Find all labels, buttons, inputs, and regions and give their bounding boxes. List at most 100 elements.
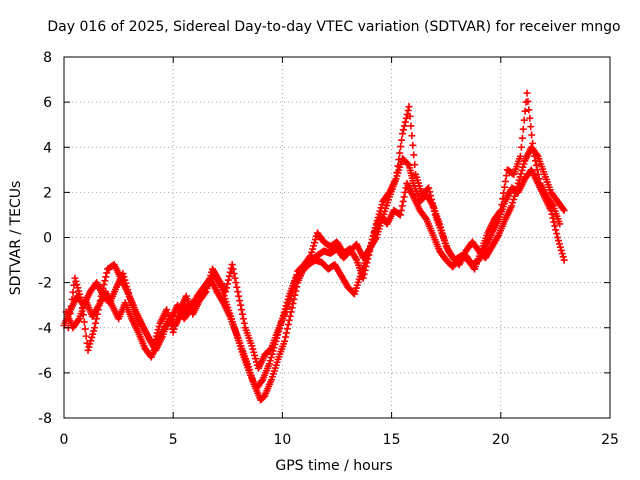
data-point-interp bbox=[398, 136, 406, 144]
data-point bbox=[372, 220, 380, 228]
data-point-interp bbox=[397, 143, 405, 151]
data-point bbox=[222, 288, 230, 296]
data-point-interp bbox=[205, 278, 213, 286]
data-point-interp bbox=[285, 316, 293, 324]
y-tick-label: -2 bbox=[38, 276, 52, 292]
data-point bbox=[366, 247, 374, 255]
data-point-interp bbox=[153, 329, 161, 337]
data-point-interp bbox=[529, 139, 537, 147]
y-tick-label: -6 bbox=[38, 366, 52, 382]
data-point-interp bbox=[238, 310, 246, 318]
data-point-interp bbox=[283, 325, 291, 333]
data-point-interp bbox=[422, 214, 430, 222]
data-point-interp bbox=[90, 327, 98, 335]
data-point bbox=[163, 306, 171, 314]
data-point-interp bbox=[377, 204, 385, 212]
data-point bbox=[307, 252, 315, 260]
data-point-interp bbox=[229, 265, 237, 273]
data-point-interp bbox=[371, 224, 379, 232]
data-point-interp bbox=[150, 339, 158, 347]
data-point bbox=[97, 292, 105, 300]
data-point bbox=[77, 297, 85, 305]
data-point-interp bbox=[406, 112, 414, 120]
data-point-interp bbox=[519, 125, 527, 133]
data-point-interp bbox=[96, 297, 104, 305]
data-point-interp bbox=[92, 319, 100, 327]
data-point-interp bbox=[534, 170, 542, 178]
data-point-interp bbox=[401, 118, 409, 126]
data-point-interp bbox=[151, 335, 159, 343]
data-point-interp bbox=[100, 281, 108, 289]
data-point-interp bbox=[267, 353, 275, 361]
data-point-interp bbox=[557, 246, 565, 254]
data-point-interp bbox=[430, 207, 438, 215]
data-point-interp bbox=[360, 270, 368, 278]
data-point-interp bbox=[499, 195, 507, 203]
data-point-interp bbox=[65, 317, 73, 325]
data-point-interp bbox=[239, 315, 247, 323]
data-point-interp bbox=[79, 311, 87, 319]
data-point bbox=[71, 274, 79, 282]
data-point-interp bbox=[396, 149, 404, 157]
data-point bbox=[150, 342, 158, 350]
data-point-interp bbox=[407, 122, 415, 130]
data-point-interp bbox=[252, 355, 260, 363]
data-point-interp bbox=[501, 177, 509, 185]
y-tick-label: -4 bbox=[38, 321, 52, 337]
data-point bbox=[392, 175, 400, 183]
x-tick-label: 25 bbox=[601, 432, 619, 448]
data-point-interp bbox=[530, 152, 538, 160]
data-point-interp bbox=[520, 116, 528, 124]
data-point-interp bbox=[289, 285, 297, 293]
series-track-c bbox=[64, 89, 564, 372]
data-point-interp bbox=[291, 278, 299, 286]
x-axis-label: GPS time / hours bbox=[275, 458, 392, 474]
data-point-interp bbox=[410, 151, 418, 159]
data-point-interp bbox=[528, 131, 536, 139]
data-point-interp bbox=[548, 201, 556, 209]
data-point-interp bbox=[526, 114, 534, 122]
data-point-interp bbox=[362, 263, 370, 271]
data-point-interp bbox=[78, 304, 86, 312]
data-point-interp bbox=[559, 205, 567, 213]
data-point bbox=[287, 292, 295, 300]
data-point-interp bbox=[509, 199, 517, 207]
data-point-interp bbox=[428, 199, 436, 207]
data-point-interp bbox=[267, 345, 275, 353]
data-point-interp bbox=[519, 163, 527, 171]
data-point-interp bbox=[92, 315, 100, 323]
axis-ticks bbox=[63, 56, 611, 419]
data-point-interp bbox=[527, 123, 535, 131]
y-axis-label: SDTVAR / TECUs bbox=[8, 181, 24, 296]
data-point-interp bbox=[154, 326, 162, 334]
data-point bbox=[265, 360, 273, 368]
data-point-interp bbox=[395, 155, 403, 163]
data-point-interp bbox=[164, 309, 172, 317]
data-point bbox=[560, 206, 568, 214]
data-point-interp bbox=[374, 214, 382, 222]
data-point-interp bbox=[170, 325, 178, 333]
data-point bbox=[554, 234, 562, 241]
data-point-interp bbox=[86, 340, 94, 348]
y-tick-label: 6 bbox=[43, 95, 52, 111]
data-point bbox=[228, 261, 236, 269]
data-point-interp bbox=[103, 269, 111, 277]
data-point-interp bbox=[72, 277, 80, 285]
data-point-interp bbox=[75, 287, 83, 295]
data-point-interp bbox=[393, 168, 401, 176]
data-point bbox=[497, 206, 505, 214]
series-track-b bbox=[62, 166, 568, 393]
data-point-interp bbox=[311, 235, 319, 243]
data-point-interp bbox=[206, 275, 214, 283]
data-point-interp bbox=[171, 322, 179, 330]
y-tick-labels: -8 -6 -4 -2 0 2 4 6 8 bbox=[38, 50, 52, 427]
y-tick-label: 4 bbox=[43, 140, 52, 156]
data-point bbox=[396, 211, 404, 219]
data-point-interp bbox=[370, 228, 378, 236]
x-tick-label: 5 bbox=[169, 432, 178, 448]
data-point-interp bbox=[378, 201, 386, 209]
data-point-interp bbox=[98, 288, 106, 296]
data-point-interp bbox=[231, 274, 239, 282]
data-point-interp bbox=[232, 279, 240, 287]
